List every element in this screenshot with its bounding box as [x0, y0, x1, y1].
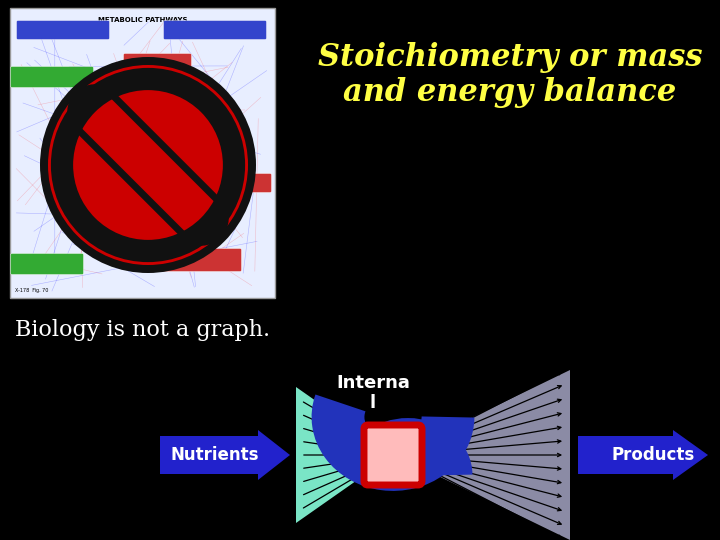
Text: Nutrients: Nutrients: [171, 446, 259, 464]
FancyBboxPatch shape: [238, 173, 271, 192]
FancyArrow shape: [160, 430, 290, 480]
Circle shape: [40, 57, 256, 273]
Text: Products: Products: [611, 446, 695, 464]
Circle shape: [76, 93, 220, 237]
FancyBboxPatch shape: [364, 425, 422, 485]
Text: METABOLIC PATHWAYS: METABOLIC PATHWAYS: [98, 17, 187, 23]
Circle shape: [48, 65, 248, 265]
FancyBboxPatch shape: [99, 179, 156, 198]
FancyBboxPatch shape: [11, 253, 84, 274]
Text: Interna
l: Interna l: [336, 374, 410, 413]
Text: Stoichiometry or mass
and energy balance: Stoichiometry or mass and energy balance: [318, 42, 702, 109]
Polygon shape: [395, 370, 570, 540]
FancyBboxPatch shape: [143, 248, 241, 272]
FancyBboxPatch shape: [11, 66, 94, 87]
FancyBboxPatch shape: [17, 21, 109, 39]
Text: Biology is not a graph.: Biology is not a graph.: [15, 319, 270, 341]
FancyBboxPatch shape: [163, 21, 266, 39]
Text: X-178  Fig. 70: X-178 Fig. 70: [15, 288, 48, 293]
FancyBboxPatch shape: [124, 53, 192, 72]
FancyArrow shape: [578, 430, 708, 480]
Bar: [10, 8, 275, 298]
Polygon shape: [296, 387, 393, 523]
